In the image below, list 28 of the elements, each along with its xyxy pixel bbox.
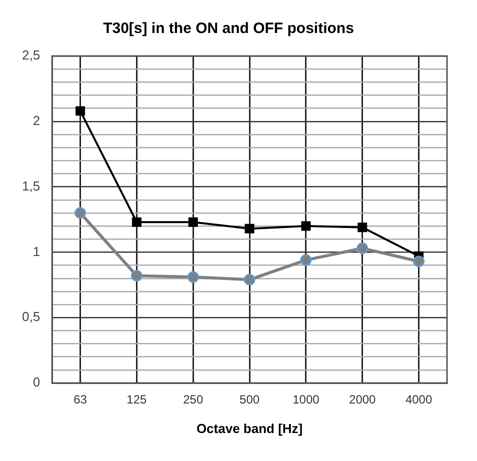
- y-tick-label: 2,5: [22, 48, 40, 63]
- point: [244, 224, 254, 234]
- chart-title: T30[s] in the ON and OFF positions: [103, 20, 354, 38]
- point: [76, 106, 86, 116]
- y-tick-label: 0: [32, 374, 40, 390]
- x-tick-label: 4000: [405, 392, 432, 407]
- point: [356, 242, 368, 254]
- x-tick-label: 1000: [292, 392, 320, 407]
- y-tick-label: 1,5: [22, 178, 40, 194]
- point: [300, 254, 312, 266]
- point: [413, 256, 425, 268]
- point: [358, 222, 368, 232]
- point: [130, 270, 142, 282]
- x-tick-label: 63: [74, 392, 88, 407]
- point: [74, 207, 86, 219]
- y-tick-label: 2: [32, 112, 40, 128]
- x-tick-label: 500: [240, 392, 260, 407]
- y-tick-label: 0,5: [22, 309, 40, 324]
- point: [187, 271, 199, 283]
- x-tick-label: 250: [183, 392, 204, 407]
- point: [301, 221, 311, 231]
- x-axis-title: Octave band [Hz]: [196, 420, 303, 436]
- y-tick-label: 1: [32, 244, 40, 259]
- x-tick-label: 125: [126, 392, 148, 407]
- x-tick-label: 2000: [349, 392, 376, 407]
- point: [244, 274, 256, 286]
- point: [132, 217, 142, 227]
- point: [188, 217, 198, 227]
